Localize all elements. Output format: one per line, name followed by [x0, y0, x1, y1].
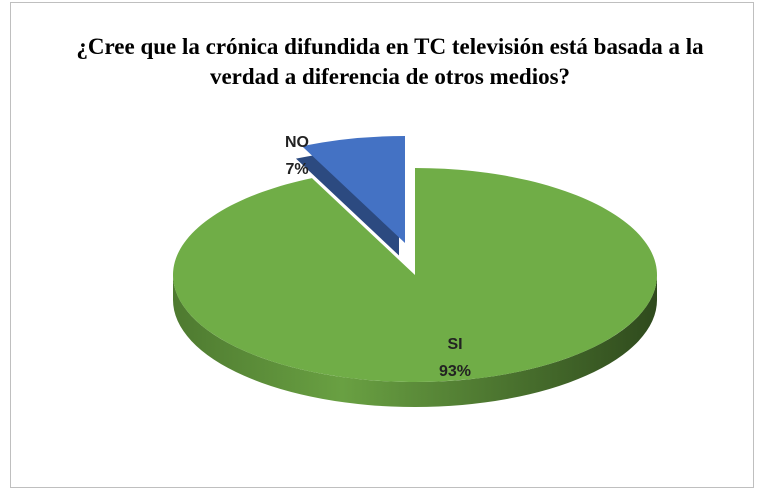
pie-side: [173, 275, 657, 407]
slice-category-label: SI: [447, 336, 462, 353]
slice-value-label: 7%: [285, 161, 308, 178]
pie-slice: [172, 168, 657, 383]
chart-title: ¿Cree que la crónica difundida en TC tel…: [76, 34, 704, 89]
pie-slice: [301, 136, 405, 243]
slice-value-label: 93%: [439, 363, 471, 380]
chart-frame: [10, 2, 754, 488]
slice-category-label: NO: [285, 134, 309, 151]
